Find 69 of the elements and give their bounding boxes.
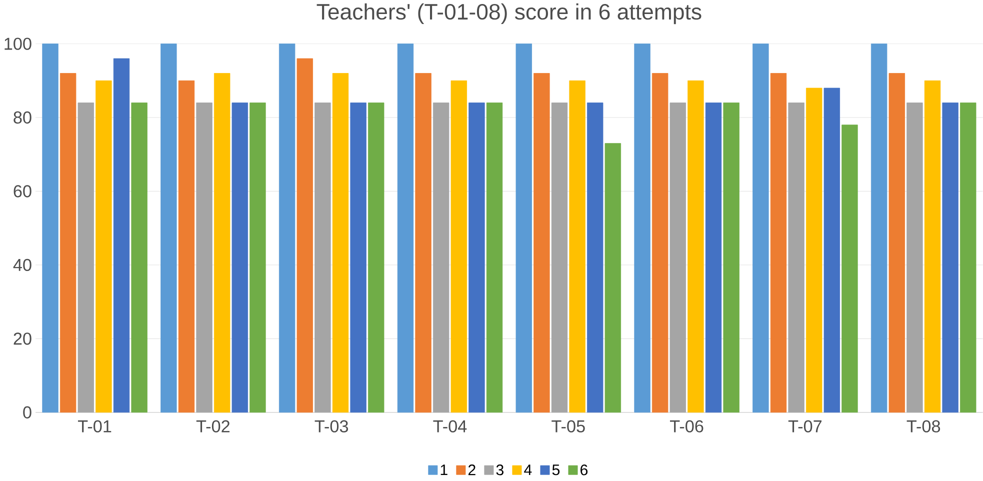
bar bbox=[314, 102, 331, 413]
y-tick-label: 80 bbox=[14, 112, 32, 124]
bar bbox=[350, 102, 366, 413]
bar bbox=[332, 73, 349, 413]
bar bbox=[296, 58, 313, 413]
bar bbox=[670, 102, 686, 413]
bar bbox=[232, 102, 248, 413]
y-tick-label: 20 bbox=[14, 332, 32, 345]
bar bbox=[924, 80, 941, 413]
bar bbox=[688, 80, 704, 413]
bar bbox=[870, 44, 888, 413]
x-tick-label: T-05 bbox=[552, 420, 585, 433]
x-tick-label: T-03 bbox=[314, 420, 348, 433]
bar bbox=[131, 102, 148, 413]
bar bbox=[450, 80, 467, 413]
bar bbox=[960, 102, 976, 413]
bar bbox=[42, 44, 58, 413]
bar bbox=[770, 73, 787, 413]
bar bbox=[634, 44, 650, 413]
y-tick-label: 100 bbox=[4, 38, 32, 50]
bar bbox=[178, 80, 195, 413]
bar bbox=[214, 73, 230, 413]
bar bbox=[842, 124, 858, 413]
bar bbox=[942, 102, 958, 413]
bar bbox=[906, 102, 923, 413]
bar bbox=[250, 102, 266, 413]
x-tick-label: T-07 bbox=[788, 420, 822, 433]
legend-label: 6 bbox=[580, 464, 588, 476]
legend-label: 5 bbox=[552, 464, 560, 476]
bar bbox=[752, 44, 769, 413]
bar bbox=[113, 58, 130, 413]
bar bbox=[432, 102, 450, 413]
bar bbox=[587, 102, 604, 413]
legend-label: 3 bbox=[496, 464, 504, 476]
bar bbox=[888, 73, 905, 413]
bar bbox=[652, 73, 668, 413]
bar bbox=[96, 80, 112, 413]
bar bbox=[468, 102, 485, 413]
bar bbox=[78, 102, 94, 413]
bar bbox=[723, 102, 740, 413]
bar bbox=[806, 88, 822, 413]
bar bbox=[415, 73, 432, 413]
y-tick-label: 60 bbox=[14, 185, 32, 198]
x-tick-label: T-04 bbox=[433, 420, 467, 433]
bar bbox=[160, 44, 177, 413]
bar bbox=[60, 73, 76, 413]
bar bbox=[705, 102, 722, 413]
bar bbox=[196, 102, 212, 413]
legend-label: 2 bbox=[468, 464, 476, 476]
bar bbox=[569, 80, 586, 413]
bar bbox=[534, 73, 550, 413]
bar bbox=[788, 102, 804, 413]
bar bbox=[397, 44, 414, 413]
bar bbox=[824, 88, 840, 413]
x-tick-label: T-08 bbox=[906, 420, 940, 433]
bar bbox=[278, 44, 296, 413]
x-tick-label: T-02 bbox=[196, 420, 230, 433]
x-tick-label: T-06 bbox=[670, 420, 704, 433]
legend-label: 4 bbox=[524, 464, 532, 476]
y-tick-label: 0 bbox=[23, 406, 32, 419]
bar bbox=[486, 102, 503, 413]
bar bbox=[516, 44, 532, 413]
legend-label: 1 bbox=[440, 464, 448, 476]
bar bbox=[604, 143, 622, 413]
chart-title: Teachers' (T-01-08) score in 6 attempts bbox=[316, 4, 702, 24]
y-tick-label: 40 bbox=[13, 259, 32, 272]
bar bbox=[368, 102, 384, 413]
bar bbox=[551, 102, 568, 413]
x-tick-label: T-01 bbox=[78, 420, 112, 433]
